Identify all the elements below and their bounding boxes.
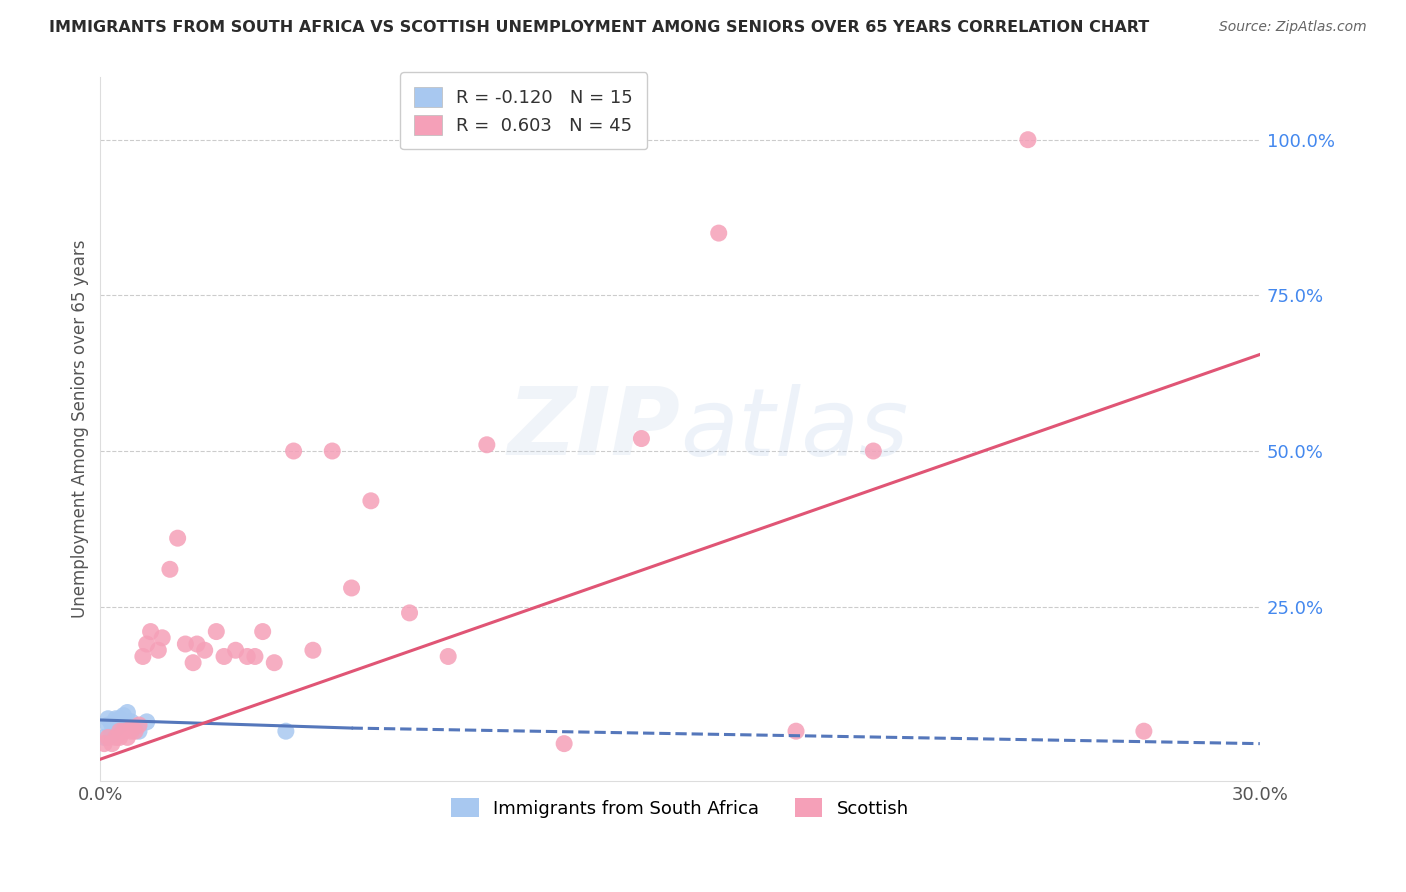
Point	[101, 727, 124, 741]
Text: ZIP: ZIP	[508, 384, 681, 475]
Point	[135, 637, 157, 651]
Point	[862, 444, 884, 458]
Point	[108, 724, 131, 739]
Point	[132, 649, 155, 664]
Point	[128, 718, 150, 732]
Point	[104, 721, 127, 735]
Point	[1017, 133, 1039, 147]
Point	[785, 724, 807, 739]
Point	[236, 649, 259, 664]
Point	[283, 444, 305, 458]
Point	[93, 731, 115, 745]
Legend: Immigrants from South Africa, Scottish: Immigrants from South Africa, Scottish	[444, 791, 915, 825]
Point	[128, 724, 150, 739]
Point	[630, 432, 652, 446]
Text: Source: ZipAtlas.com: Source: ZipAtlas.com	[1219, 20, 1367, 34]
Point	[553, 737, 575, 751]
Point	[120, 721, 142, 735]
Point	[108, 731, 131, 745]
Point	[124, 724, 146, 739]
Text: IMMIGRANTS FROM SOUTH AFRICA VS SCOTTISH UNEMPLOYMENT AMONG SENIORS OVER 65 YEAR: IMMIGRANTS FROM SOUTH AFRICA VS SCOTTISH…	[49, 20, 1150, 35]
Point	[112, 708, 135, 723]
Point	[112, 724, 135, 739]
Point	[97, 718, 120, 732]
Point	[101, 718, 124, 732]
Point	[150, 631, 173, 645]
Point	[174, 637, 197, 651]
Text: atlas: atlas	[681, 384, 908, 475]
Point	[148, 643, 170, 657]
Point	[139, 624, 162, 639]
Y-axis label: Unemployment Among Seniors over 65 years: Unemployment Among Seniors over 65 years	[72, 240, 89, 618]
Point	[159, 562, 181, 576]
Point	[194, 643, 217, 657]
Point	[120, 714, 142, 729]
Point	[263, 656, 285, 670]
Point	[108, 718, 131, 732]
Point	[117, 731, 139, 745]
Point	[120, 724, 142, 739]
Point	[181, 656, 204, 670]
Point	[97, 712, 120, 726]
Point	[437, 649, 460, 664]
Point	[108, 712, 131, 726]
Point	[225, 643, 247, 657]
Point	[274, 724, 297, 739]
Point	[212, 649, 235, 664]
Point	[302, 643, 325, 657]
Point	[104, 712, 127, 726]
Point	[101, 737, 124, 751]
Point	[340, 581, 363, 595]
Point	[97, 731, 120, 745]
Point	[243, 649, 266, 664]
Point	[166, 531, 188, 545]
Point	[360, 493, 382, 508]
Point	[252, 624, 274, 639]
Point	[1133, 724, 1156, 739]
Point	[475, 438, 498, 452]
Point	[707, 226, 730, 240]
Point	[398, 606, 420, 620]
Point	[93, 737, 115, 751]
Point	[135, 714, 157, 729]
Point	[321, 444, 343, 458]
Point	[117, 706, 139, 720]
Point	[186, 637, 208, 651]
Point	[205, 624, 228, 639]
Point	[104, 731, 127, 745]
